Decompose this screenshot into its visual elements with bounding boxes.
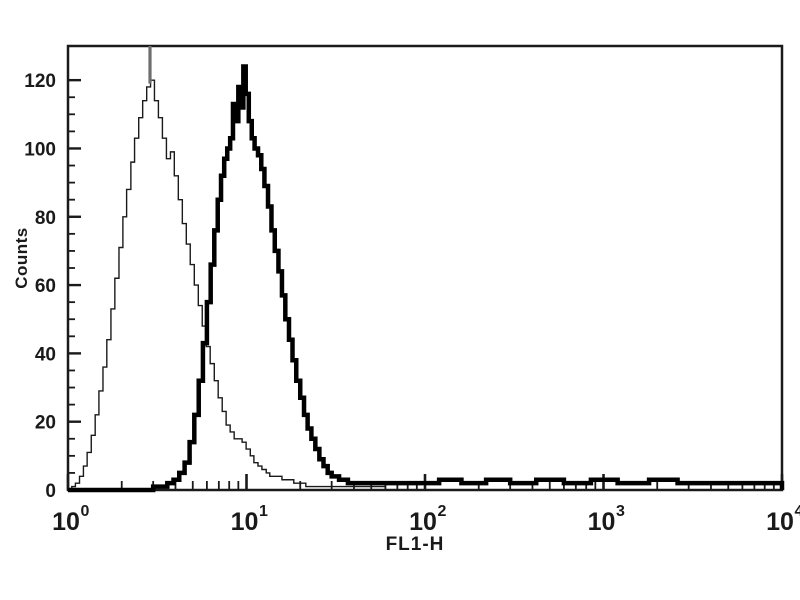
x-axis-tick-labels: 10 0 10 1 10 2 10 3 10 4: [52, 503, 800, 536]
y-axis-tick-labels: 0 20 40 60 80 100 120: [24, 71, 56, 502]
y-tick-label: 40: [35, 344, 56, 365]
x-tick-label: 10 1: [231, 503, 268, 536]
x-axis-title: FL1-H: [385, 534, 445, 555]
x-tick-label: 10 4: [766, 503, 800, 536]
x-tick-mantissa: 10: [231, 508, 259, 536]
x-tick-label: 10 2: [409, 503, 446, 536]
y-tick-label: 120: [24, 71, 56, 92]
plot-frame-group: [66, 44, 784, 492]
x-tick-label: 10 3: [588, 503, 625, 536]
y-axis-title: Counts: [12, 227, 31, 289]
histogram-trace-control-unstained: [68, 79, 782, 491]
x-tick-mantissa: 10: [588, 508, 616, 536]
histogram-trace-stained-sample: [68, 64, 785, 493]
y-tick-label: 0: [45, 481, 56, 502]
histogram-traces: [68, 64, 785, 493]
x-tick-exponent: 2: [438, 503, 447, 520]
y-tick-label: 80: [35, 208, 56, 229]
x-tick-exponent: 1: [259, 503, 268, 520]
y-axis-ticks: [68, 78, 81, 492]
y-tick-label: 60: [35, 276, 56, 297]
x-tick-label: 10 0: [52, 503, 89, 536]
x-tick-exponent: 4: [795, 503, 800, 520]
x-tick-mantissa: 10: [766, 508, 794, 536]
x-tick-exponent: 0: [81, 503, 90, 520]
x-tick-exponent: 3: [616, 503, 625, 520]
y-tick-label: 20: [35, 413, 56, 434]
y-tick-label: 100: [24, 139, 56, 160]
plot-frame: [66, 44, 784, 492]
x-tick-mantissa: 10: [409, 508, 437, 536]
x-tick-mantissa: 10: [52, 508, 80, 536]
